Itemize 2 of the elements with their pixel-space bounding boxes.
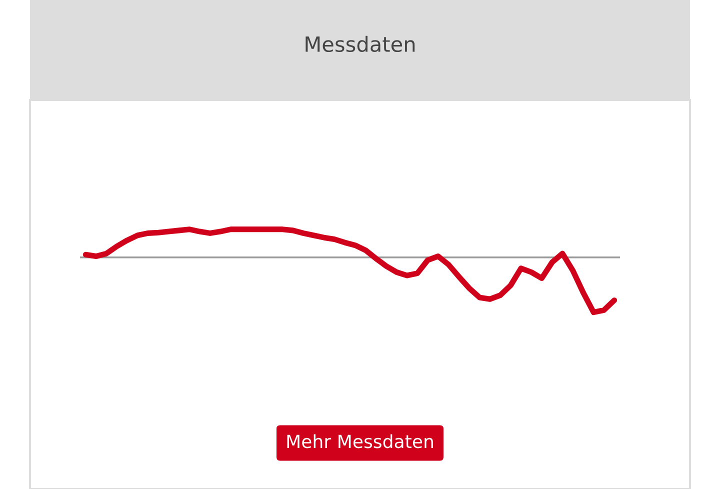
chart-title: Messdaten — [306, 36, 415, 52]
text: Mehr Messdaten — [287, 434, 433, 448]
